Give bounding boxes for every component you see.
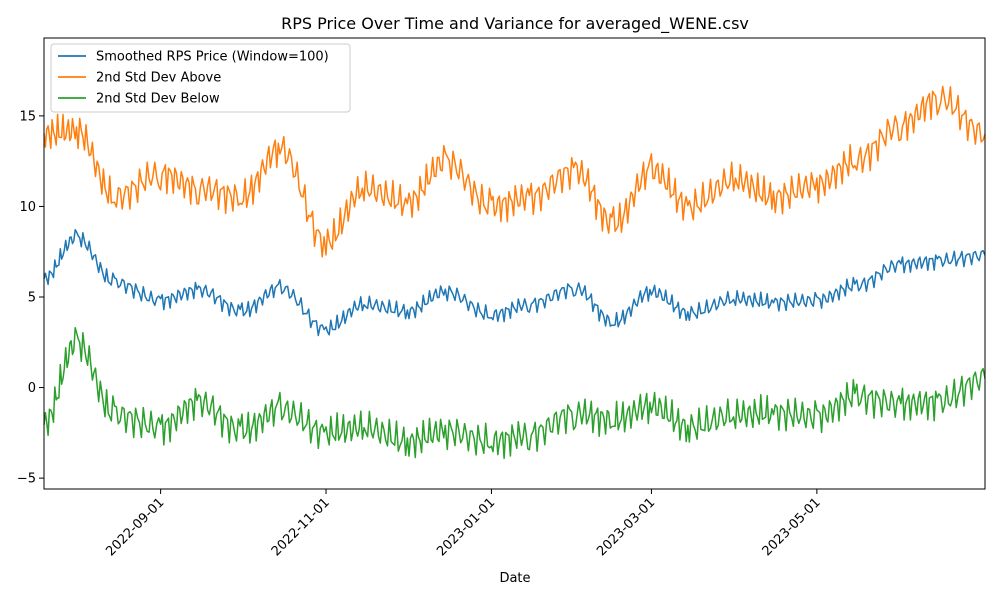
y-axis: −5 0 5 10 15 bbox=[17, 109, 44, 487]
y-tick-label: 10 bbox=[19, 200, 36, 215]
plot-frame bbox=[43, 37, 986, 490]
legend-label: 2nd Std Dev Below bbox=[96, 92, 220, 107]
y-tick-label: 15 bbox=[19, 109, 36, 124]
series-line-2 bbox=[43, 85, 986, 258]
series-line-1 bbox=[43, 229, 986, 337]
y-tick-label: 5 bbox=[28, 291, 36, 306]
legend-label: 2nd Std Dev Above bbox=[96, 71, 221, 86]
legend-label: Smoothed RPS Price (Window=100) bbox=[96, 50, 329, 65]
legend: Smoothed RPS Price (Window=100) 2nd Std D… bbox=[50, 43, 351, 113]
chart-title: RPS Price Over Time and Variance for ave… bbox=[281, 14, 749, 34]
x-axis-label: Date bbox=[499, 571, 530, 586]
y-tick-label: 0 bbox=[28, 381, 36, 396]
series-line-3 bbox=[43, 326, 986, 460]
legend-box bbox=[50, 43, 351, 113]
y-tick-label: −5 bbox=[17, 472, 36, 487]
series-layer bbox=[43, 85, 986, 460]
